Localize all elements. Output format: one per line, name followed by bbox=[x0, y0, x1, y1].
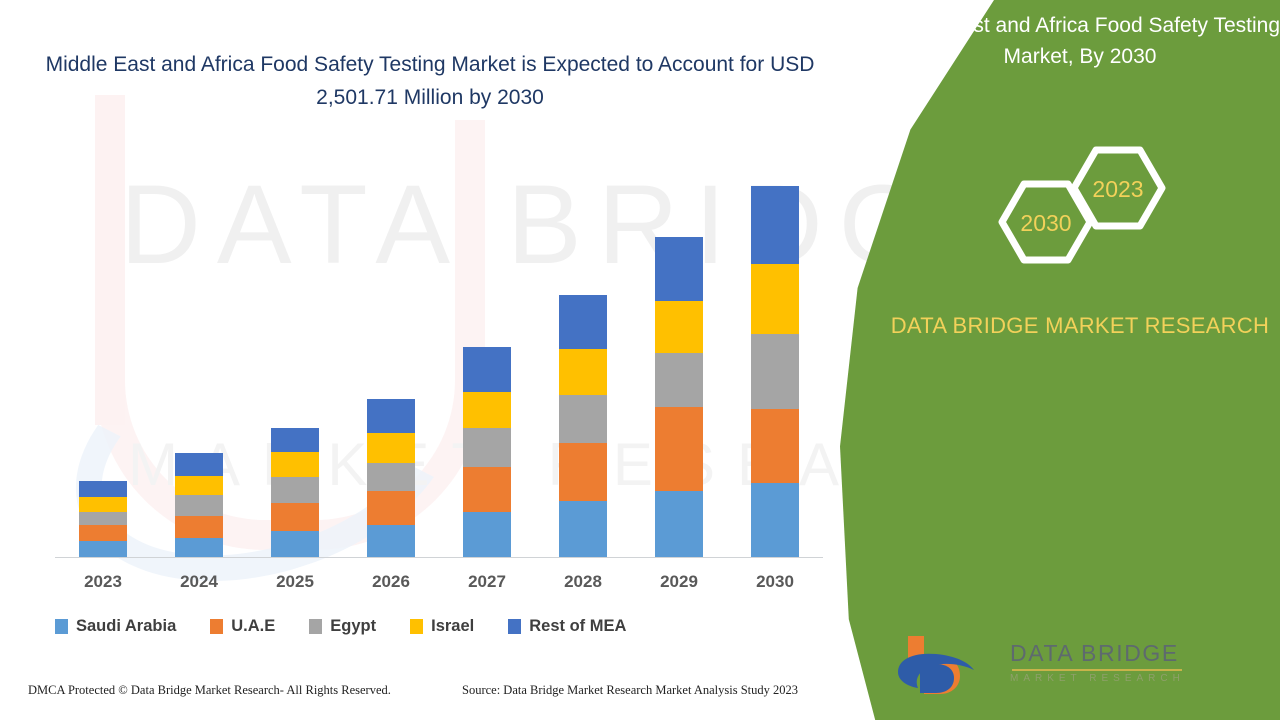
footer-copyright: DMCA Protected © Data Bridge Market Rese… bbox=[28, 683, 391, 697]
bar-2030[interactable] bbox=[751, 186, 799, 558]
bar-2025[interactable] bbox=[271, 428, 319, 558]
bar-segment-saudi-arabia-2026[interactable] bbox=[367, 525, 415, 558]
hexagon-outline-icon bbox=[998, 146, 1166, 264]
stacked-bar-chart bbox=[55, 150, 823, 558]
brand-name: DATA BRIDGE MARKET RESEARCH bbox=[890, 313, 1270, 338]
bar-segment-u-a-e-2025[interactable] bbox=[271, 503, 319, 531]
legend-item-rest-of-mea[interactable]: Rest of MEA bbox=[508, 617, 626, 636]
bar-segment-u-a-e-2024[interactable] bbox=[175, 516, 223, 538]
hex-label-end-year: 2030 bbox=[1020, 210, 1072, 236]
bar-segment-israel-2026[interactable] bbox=[367, 433, 415, 463]
legend-swatch-icon bbox=[410, 618, 424, 634]
bar-segment-israel-2027[interactable] bbox=[463, 392, 511, 428]
footer-source: Source: Data Bridge Market Research Mark… bbox=[462, 683, 799, 697]
green-side-panel bbox=[840, 0, 1280, 720]
bar-segment-israel-2024[interactable] bbox=[175, 476, 223, 495]
logo-wordmark: DATA BRIDGE MARKET RESEARCH bbox=[1010, 640, 1210, 684]
bar-segment-egypt-2025[interactable] bbox=[271, 477, 319, 503]
bar-segment-saudi-arabia-2027[interactable] bbox=[463, 512, 511, 558]
bar-segment-saudi-arabia-2024[interactable] bbox=[175, 538, 223, 558]
bar-segment-egypt-2030[interactable] bbox=[751, 334, 799, 409]
legend-swatch-icon bbox=[55, 618, 68, 634]
data-bridge-logo bbox=[890, 630, 1120, 700]
logo-divider bbox=[1012, 669, 1182, 671]
bar-segment-u-a-e-2029[interactable] bbox=[655, 407, 703, 491]
bar-segment-rest-of-mea-2028[interactable] bbox=[559, 295, 607, 349]
legend-swatch-icon bbox=[210, 618, 224, 634]
page-title: Middle East and Africa Food Safety Testi… bbox=[45, 53, 815, 109]
x-tick-label-2030: 2030 bbox=[756, 572, 794, 591]
x-tick-label-2024: 2024 bbox=[180, 572, 218, 591]
bar-segment-egypt-2024[interactable] bbox=[175, 495, 223, 516]
x-tick-label-2023: 2023 bbox=[84, 572, 122, 591]
bar-2023[interactable] bbox=[79, 481, 127, 558]
bar-segment-rest-of-mea-2030[interactable] bbox=[751, 186, 799, 264]
legend-item-egypt[interactable]: Egypt bbox=[309, 617, 376, 636]
bar-segment-rest-of-mea-2026[interactable] bbox=[367, 399, 415, 433]
x-tick-label-2028: 2028 bbox=[564, 572, 602, 591]
bar-segment-saudi-arabia-2023[interactable] bbox=[79, 541, 127, 558]
legend-swatch-icon bbox=[508, 618, 522, 634]
legend-label: Rest of MEA bbox=[529, 616, 627, 635]
legend-label: Egypt bbox=[330, 616, 377, 635]
bar-segment-rest-of-mea-2029[interactable] bbox=[655, 237, 703, 301]
logo-mark-icon bbox=[898, 636, 974, 694]
bar-segment-rest-of-mea-2023[interactable] bbox=[79, 481, 127, 497]
bar-segment-israel-2023[interactable] bbox=[79, 497, 127, 512]
bar-segment-u-a-e-2027[interactable] bbox=[463, 467, 511, 512]
bar-2026[interactable] bbox=[367, 399, 415, 558]
bar-segment-u-a-e-2028[interactable] bbox=[559, 443, 607, 501]
bar-segment-israel-2025[interactable] bbox=[271, 452, 319, 477]
bar-segment-egypt-2027[interactable] bbox=[463, 428, 511, 467]
bar-segment-saudi-arabia-2028[interactable] bbox=[559, 501, 607, 558]
chart-legend: Saudi Arabia U.A.E Egypt Israel Rest of MEA bbox=[55, 613, 823, 639]
bar-segment-egypt-2029[interactable] bbox=[655, 353, 703, 407]
legend-item-israel[interactable]: Israel bbox=[410, 617, 474, 636]
bar-segment-u-a-e-2026[interactable] bbox=[367, 491, 415, 525]
bar-segment-rest-of-mea-2025[interactable] bbox=[271, 428, 319, 452]
hex-label-start-year: 2023 bbox=[1092, 176, 1144, 202]
bar-segment-u-a-e-2030[interactable] bbox=[751, 409, 799, 483]
logo-sub-text: MARKET RESEARCH bbox=[1010, 673, 1185, 684]
bar-2028[interactable] bbox=[559, 295, 607, 558]
logo-main-text: DATA BRIDGE bbox=[1010, 640, 1179, 666]
year-hexagon-badges: 2023 2030 bbox=[988, 140, 1188, 290]
legend-label: Saudi Arabia bbox=[76, 616, 177, 635]
bar-segment-saudi-arabia-2029[interactable] bbox=[655, 491, 703, 558]
legend-item-saudi-arabia[interactable]: Saudi Arabia bbox=[55, 617, 176, 636]
bar-segment-saudi-arabia-2030[interactable] bbox=[751, 483, 799, 558]
bar-segment-israel-2029[interactable] bbox=[655, 301, 703, 353]
x-axis-tick-labels: 2023 2024 2025 2026 2027 2028 2029 2030 bbox=[55, 572, 823, 598]
x-tick-label-2025: 2025 bbox=[276, 572, 314, 591]
bar-segment-rest-of-mea-2027[interactable] bbox=[463, 347, 511, 392]
bar-segment-egypt-2026[interactable] bbox=[367, 463, 415, 491]
bar-segment-saudi-arabia-2025[interactable] bbox=[271, 531, 319, 558]
bar-segment-egypt-2023[interactable] bbox=[79, 512, 127, 525]
bar-segment-israel-2028[interactable] bbox=[559, 349, 607, 395]
panel-title: Middle East and Africa Food Safety Testi… bbox=[880, 14, 1280, 68]
legend-item-u-a-e[interactable]: U.A.E bbox=[210, 617, 275, 636]
bar-segment-egypt-2028[interactable] bbox=[559, 395, 607, 443]
legend-label: U.A.E bbox=[231, 616, 276, 635]
bar-segment-israel-2030[interactable] bbox=[751, 264, 799, 334]
bar-segment-rest-of-mea-2024[interactable] bbox=[175, 453, 223, 476]
x-tick-label-2029: 2029 bbox=[660, 572, 698, 591]
x-tick-label-2026: 2026 bbox=[372, 572, 410, 591]
bar-2024[interactable] bbox=[175, 453, 223, 558]
x-axis-line bbox=[55, 557, 823, 558]
bar-2027[interactable] bbox=[463, 347, 511, 558]
legend-swatch-icon bbox=[309, 618, 323, 634]
bar-2029[interactable] bbox=[655, 237, 703, 558]
legend-label: Israel bbox=[431, 616, 475, 635]
x-tick-label-2027: 2027 bbox=[468, 572, 506, 591]
bar-segment-u-a-e-2023[interactable] bbox=[79, 525, 127, 541]
